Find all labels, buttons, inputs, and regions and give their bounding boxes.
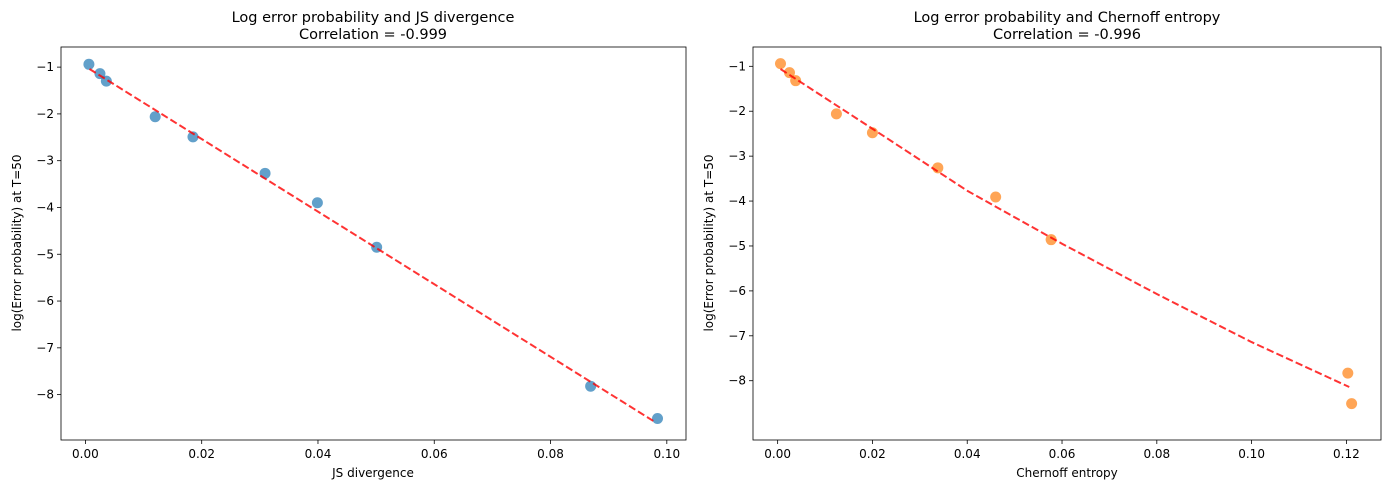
y-tick-label: −1 [728, 59, 746, 73]
y-tick-label: −1 [36, 60, 54, 74]
data-point [783, 67, 795, 79]
y-tick-label: −3 [728, 149, 746, 163]
x-tick-label: 0.06 [421, 447, 448, 461]
data-point [990, 191, 1002, 203]
data-point [311, 197, 323, 209]
y-axis-label: log(Error probability) at T=50 [702, 154, 716, 331]
y-tick-label: −5 [728, 239, 746, 253]
chart-subtitle: Correlation = -0.996 [993, 27, 1141, 43]
y-tick-label: −4 [728, 194, 746, 208]
x-tick-label: 0.08 [537, 447, 564, 461]
data-point [83, 58, 95, 70]
x-tick-label: 0.04 [954, 447, 981, 461]
x-tick-label: 0.02 [859, 447, 886, 461]
y-tick-label: −3 [36, 154, 54, 168]
y-tick-label: −5 [36, 247, 54, 261]
chart-subtitle: Correlation = -0.999 [299, 27, 447, 43]
x-tick-label: 0.10 [1238, 447, 1265, 461]
x-tick-label: 0.06 [1049, 447, 1076, 461]
x-tick-label: 0.12 [1333, 447, 1360, 461]
y-tick-label: −4 [36, 200, 54, 214]
y-tick-label: −6 [728, 284, 746, 298]
fit-line [88, 68, 656, 423]
fit-line [779, 68, 1350, 388]
chart-chernoff-entropy: Log error probability and Chernoff entro… [702, 10, 1382, 480]
y-tick-label: −6 [36, 294, 54, 308]
data-point [1342, 367, 1354, 379]
y-axis-label: log(Error probability) at T=50 [10, 154, 24, 331]
x-tick-label: 0.02 [188, 447, 215, 461]
data-point [1346, 398, 1358, 410]
x-tick-label: 0.04 [305, 447, 332, 461]
y-tick-label: −8 [728, 374, 746, 388]
data-point [1045, 234, 1057, 246]
chart-js-divergence: Log error probability and JS divergence … [10, 10, 687, 480]
y-tick-label: −2 [728, 104, 746, 118]
x-axis-label: JS divergence [331, 466, 414, 480]
x-tick-label: 0.00 [764, 447, 791, 461]
y-tick-label: −8 [36, 388, 54, 402]
data-point [774, 58, 786, 70]
y-tick-label: −7 [728, 329, 746, 343]
x-tick-label: 0.00 [72, 447, 99, 461]
y-tick-label: −2 [36, 107, 54, 121]
data-point [149, 111, 161, 123]
y-tick-label: −7 [36, 341, 54, 355]
x-axis-label: Chernoff entropy [1016, 466, 1118, 480]
axes-frame [752, 46, 1382, 441]
data-point [652, 412, 664, 424]
data-point [830, 108, 842, 120]
chart-title: Log error probability and JS divergence [232, 10, 515, 26]
data-point [187, 131, 199, 143]
x-tick-label: 0.10 [653, 447, 680, 461]
axes-frame [60, 46, 687, 441]
x-tick-label: 0.08 [1143, 447, 1170, 461]
chart-title: Log error probability and Chernoff entro… [914, 10, 1221, 26]
data-point [585, 380, 597, 392]
